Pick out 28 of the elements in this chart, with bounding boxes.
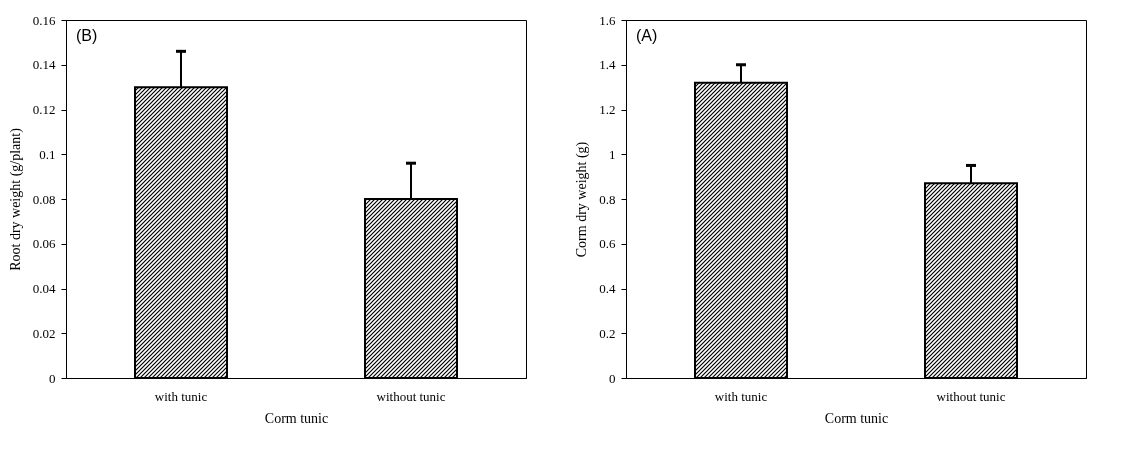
y-tick-label: 0.16 xyxy=(32,12,56,28)
y-tick-label: 1.4 xyxy=(599,57,616,73)
y-tick-label: 0.6 xyxy=(599,236,616,252)
y-tick-label: 1.6 xyxy=(599,12,616,28)
y-tick-label: 0.06 xyxy=(32,236,56,252)
x-tick-label: without tunic xyxy=(376,388,446,404)
x-tick-label: with tunic xyxy=(714,388,768,404)
y-tick-label: 0.12 xyxy=(32,102,56,117)
y-tick-label: 0 xyxy=(609,370,616,386)
y-tick-label: 0.1 xyxy=(39,146,56,162)
y-tick-label: 0.14 xyxy=(32,57,56,73)
x-axis-title: Corm tunic xyxy=(824,410,889,426)
y-tick-label: 0.02 xyxy=(32,325,56,341)
y-tick-label: 0.08 xyxy=(32,191,56,207)
annotation: (A) xyxy=(636,27,658,44)
y-tick-label: 0.04 xyxy=(32,281,56,296)
x-tick-label: without tunic xyxy=(936,388,1006,404)
y-tick-label: 0.2 xyxy=(599,325,616,341)
y-tick-label: 0.4 xyxy=(599,281,616,296)
y-tick-label: 0.8 xyxy=(599,191,616,207)
y-axis-title: Corm dry weight (g) xyxy=(574,141,591,258)
x-tick-label: with tunic xyxy=(154,388,208,404)
annotation: (B) xyxy=(76,27,98,44)
y-tick-label: 1 xyxy=(609,146,616,162)
y-axis-title: Root dry weight (g/plant) xyxy=(7,127,24,271)
x-axis-title: Corm tunic xyxy=(264,410,329,426)
y-tick-label: 0 xyxy=(49,370,56,386)
y-tick-label: 1.2 xyxy=(599,102,616,117)
